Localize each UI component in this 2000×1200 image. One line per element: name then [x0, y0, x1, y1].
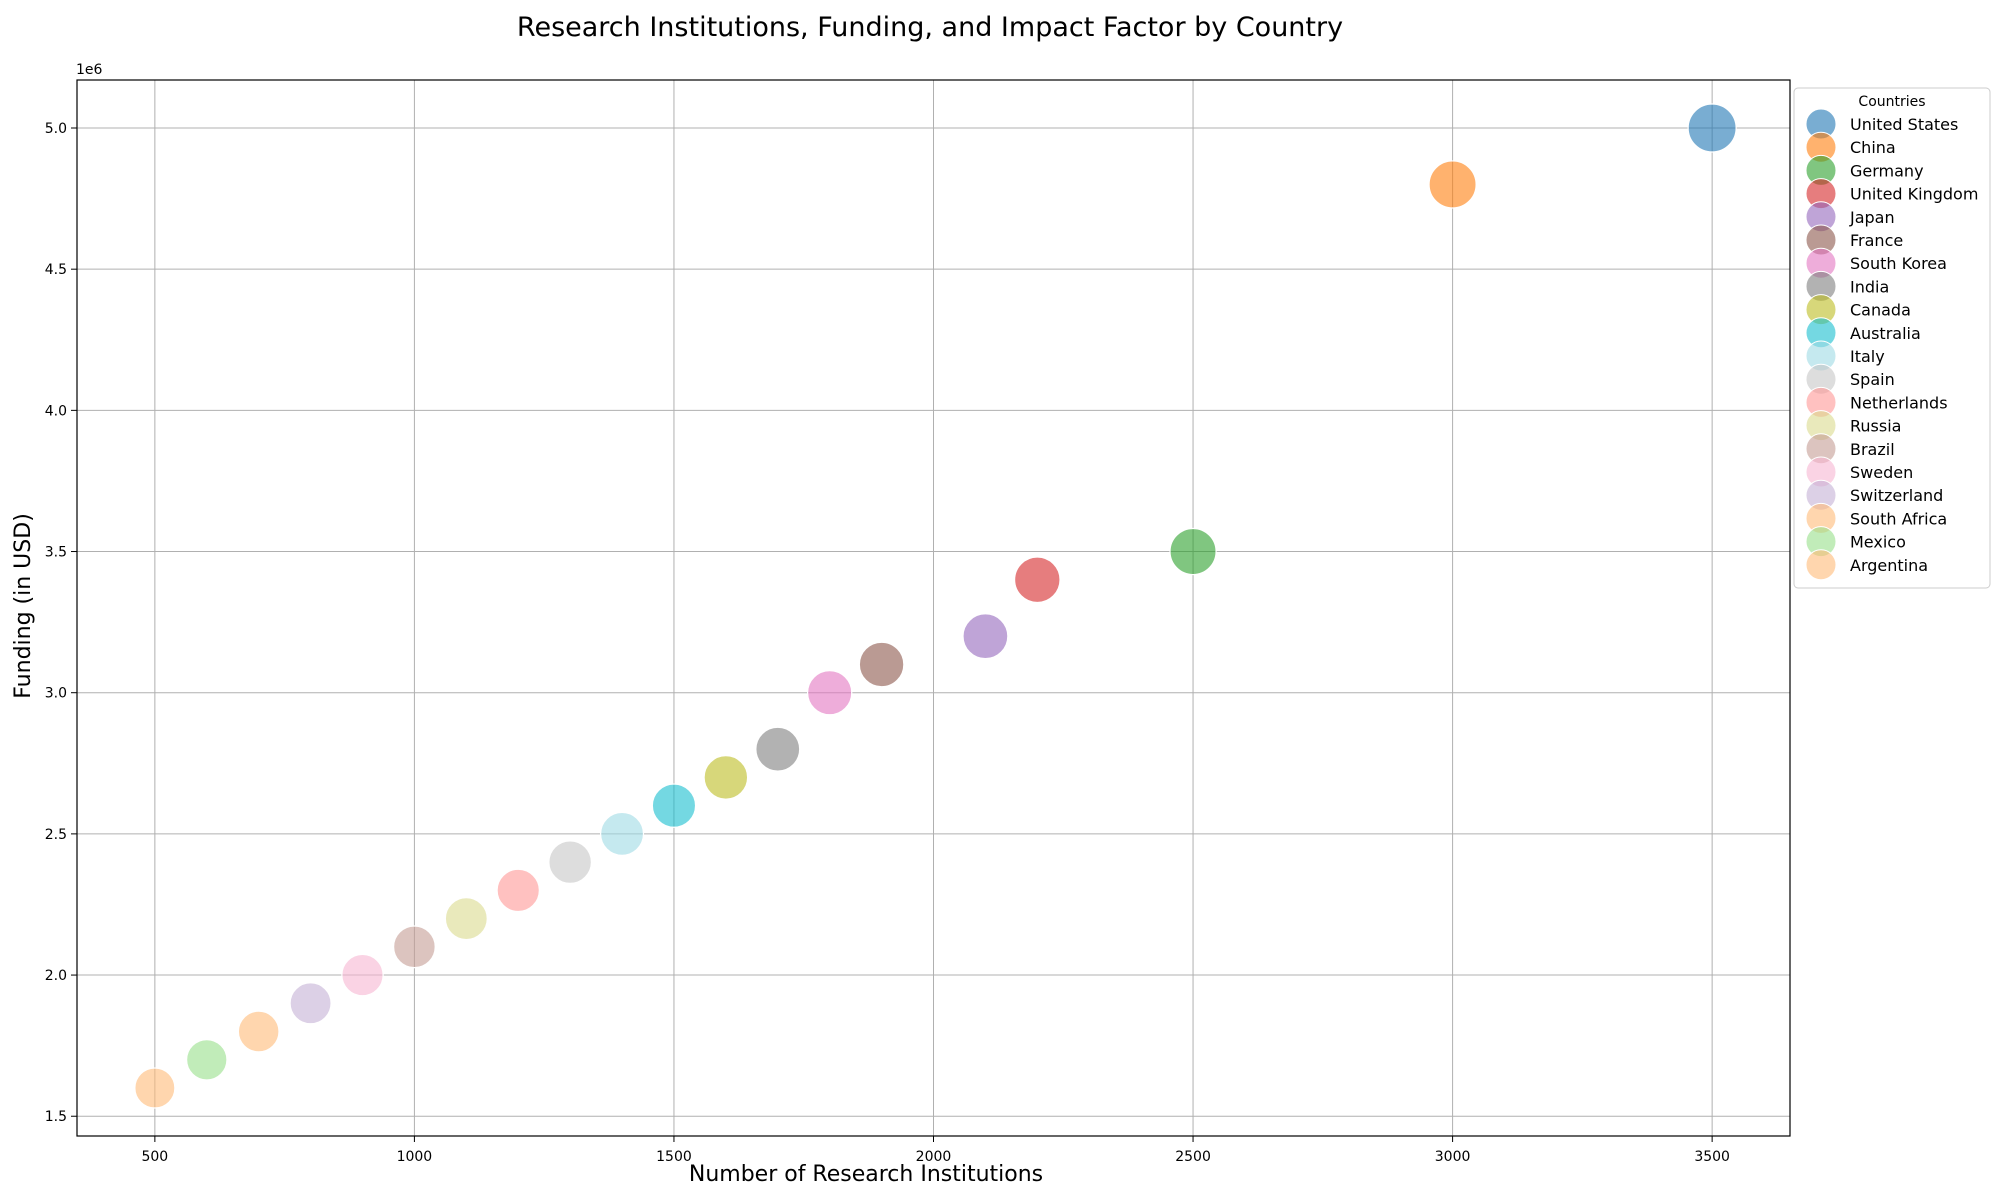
y-axis-label: Funding (in USD) — [11, 513, 36, 699]
legend-label: Brazil — [1850, 440, 1895, 459]
chart-title: Research Institutions, Funding, and Impa… — [517, 12, 1343, 43]
y-tick-label: 5.0 — [45, 121, 67, 137]
y-tick-label: 3.5 — [45, 545, 67, 561]
legend-box — [1793, 87, 1991, 589]
legend-label: Spain — [1850, 370, 1895, 389]
legend-label: Mexico — [1850, 533, 1906, 552]
data-point-russia — [444, 897, 488, 941]
x-tick-label: 2000 — [916, 1149, 952, 1165]
x-tick-label: 3000 — [1435, 1149, 1471, 1165]
data-point-brazil — [393, 925, 436, 969]
legend-label: Germany — [1850, 161, 1924, 180]
legend-label: Italy — [1850, 347, 1885, 366]
y-tick-label: 4.0 — [45, 403, 67, 419]
data-point-italy — [600, 811, 645, 856]
data-point-spain — [548, 840, 593, 884]
data-point-switzerland — [289, 982, 332, 1025]
legend-label: United States — [1850, 115, 1958, 134]
x-tick-label: 3500 — [1694, 1149, 1730, 1165]
data-point-china — [1428, 160, 1477, 209]
data-point-australia — [651, 783, 697, 828]
y-tick-label: 1.5 — [45, 1109, 67, 1125]
x-axis-label: Number of Research Institutions — [689, 1162, 1043, 1187]
ticks-layer: 500 1000 1500 2000 2500 3000 3500 1.5 2.0 2.5 3.0 3… — [45, 121, 1730, 1165]
y-tick-label: 2.5 — [45, 827, 67, 843]
data-point-canada — [703, 755, 749, 800]
data-point-south-africa — [237, 1010, 280, 1053]
x-tick-label: 2500 — [1175, 1149, 1211, 1165]
y-tick-label: 4.5 — [45, 262, 67, 278]
data-point-sweden — [341, 953, 384, 997]
legend-title: Countries — [1858, 94, 1925, 110]
data-point-mexico — [186, 1039, 228, 1081]
data-point-united-kingdom — [1013, 556, 1061, 604]
y-axis-offset-label: 1e6 — [76, 62, 103, 78]
legend-label: Switzerland — [1850, 486, 1943, 505]
legend-label: South Korea — [1850, 254, 1947, 273]
legend-label: Netherlands — [1850, 393, 1948, 412]
data-point-argentina — [134, 1067, 176, 1109]
y-tick-label: 3.0 — [45, 686, 67, 702]
legend-label: Sweden — [1850, 463, 1913, 482]
legend-label: France — [1850, 231, 1903, 250]
data-point-united-states — [1687, 103, 1737, 153]
legend-label: Japan — [1849, 208, 1895, 227]
data-point-india — [755, 726, 801, 772]
legend-label: Canada — [1850, 301, 1911, 320]
y-tick-label: 2.0 — [45, 968, 67, 984]
legend-label: China — [1850, 138, 1896, 157]
legend-label: United Kingdom — [1850, 185, 1978, 204]
points-layer — [134, 103, 1737, 1109]
data-point-south-korea — [807, 670, 853, 716]
legend-items: United States China Germany United Kingdom J… — [1805, 108, 1978, 581]
legend-label: India — [1850, 277, 1889, 296]
x-tick-label: 1000 — [397, 1149, 433, 1165]
data-point-germany — [1169, 527, 1217, 576]
x-tick-label: 500 — [141, 1149, 168, 1165]
x-tick-label: 1500 — [656, 1149, 692, 1165]
data-point-netherlands — [496, 868, 540, 913]
legend-label: Australia — [1850, 324, 1921, 343]
legend-label: Russia — [1850, 417, 1901, 436]
legend-marker — [1805, 549, 1837, 581]
legend: Countries United StatesChinaGermanyUnite… — [1793, 87, 1991, 589]
data-point-japan — [962, 613, 1009, 660]
legend-label: Argentina — [1850, 556, 1928, 575]
legend-label: South Africa — [1850, 509, 1947, 528]
data-point-france — [858, 641, 905, 688]
